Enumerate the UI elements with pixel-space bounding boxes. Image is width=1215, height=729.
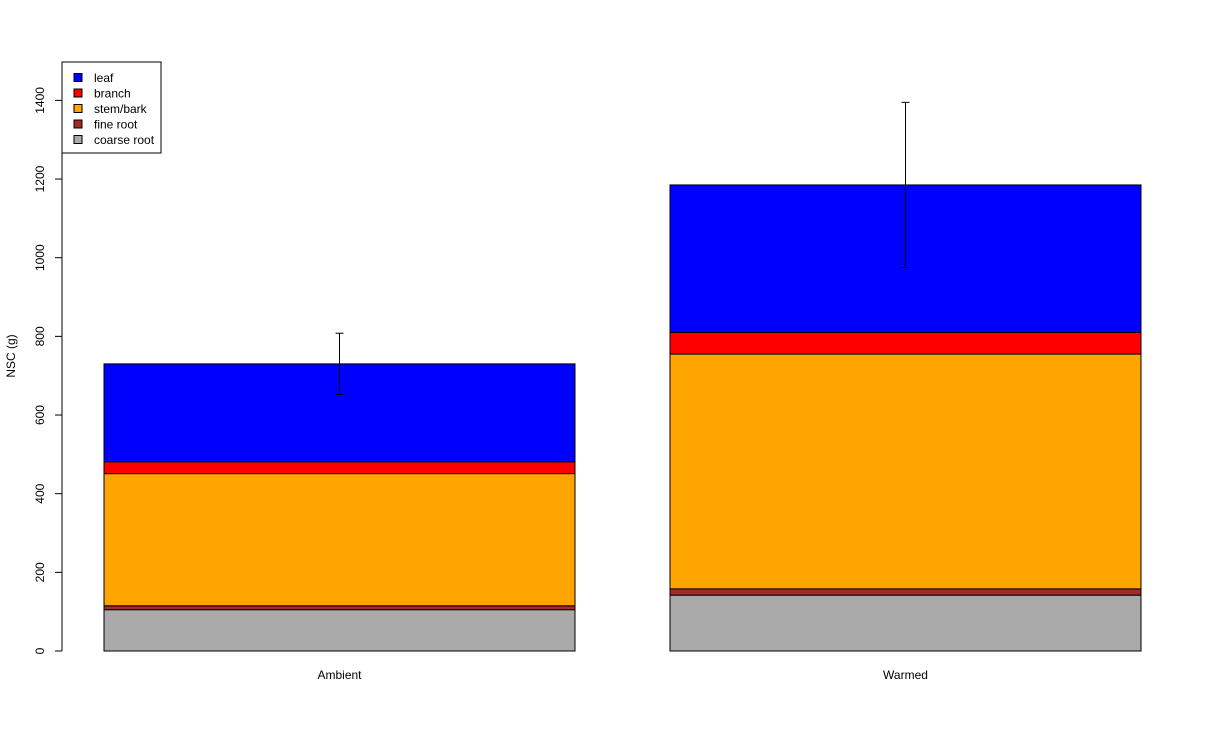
legend-swatch (73, 119, 83, 129)
bar-segment-stem-bark-warmed (669, 353, 1142, 590)
x-category-label: Ambient (317, 668, 362, 682)
bar-segment-branch-warmed (669, 331, 1142, 355)
legend-label: stem/bark (94, 102, 148, 116)
bar-segment-fine-root-ambient (103, 605, 576, 611)
legend-swatch (73, 135, 83, 144)
legend-swatch (73, 73, 83, 82)
legend-swatch (73, 88, 83, 98)
y-tick-label: 1200 (33, 165, 47, 192)
error-bars-group (335, 101, 910, 396)
bar-segment-coarse-root-ambient (103, 609, 576, 652)
x-category-label: Warmed (883, 668, 928, 682)
legend-label: coarse root (94, 133, 155, 147)
legend-label: branch (94, 87, 131, 101)
y-tick-label: 800 (33, 326, 47, 346)
y-axis-title: NSC (g) (4, 334, 18, 377)
y-tick-label: 400 (33, 483, 47, 503)
y-tick-label: 0 (33, 647, 47, 654)
y-tick-label: 200 (33, 562, 47, 582)
legend-swatch (73, 104, 83, 113)
legend-label: fine root (94, 118, 138, 132)
y-tick-label: 600 (33, 405, 47, 425)
bars-group (103, 184, 1142, 652)
y-tick-label: 1000 (33, 244, 47, 271)
y-axis: 0 200 400 600 800 1000 1200 1400 (33, 87, 63, 654)
bar-segment-branch-ambient (103, 461, 576, 475)
bar-segment-stem-bark-ambient (103, 473, 576, 607)
bar-segment-coarse-root-warmed (669, 594, 1142, 652)
x-category-labels: Ambient Warmed (317, 668, 927, 682)
bar-segment-fine-root-warmed (669, 588, 1142, 596)
legend-label: leaf (94, 71, 114, 85)
y-tick-label: 1400 (33, 87, 47, 114)
